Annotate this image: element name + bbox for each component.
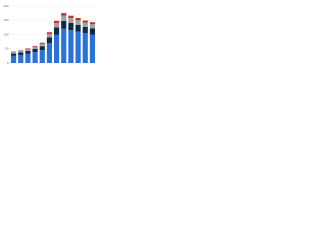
bar-segment [75, 24, 81, 32]
bar-segment [39, 42, 45, 44]
bar-segment [68, 22, 74, 31]
bar-segment [61, 13, 67, 16]
bar-segment [61, 15, 67, 21]
bar-segment [11, 53, 17, 56]
bar-segment [18, 50, 24, 52]
bar-segment [46, 32, 52, 34]
bar-segment [75, 20, 81, 25]
bar-segment [75, 17, 81, 21]
bar-segment [54, 20, 60, 24]
bar-segment [68, 15, 74, 18]
bar-segment [25, 49, 31, 52]
bar-segment [32, 52, 38, 63]
bar-segment [18, 52, 24, 56]
bar-segment [61, 28, 67, 63]
bar-segment [89, 22, 95, 25]
bar-segment [68, 17, 74, 23]
bar-segment [46, 37, 52, 44]
bar-segment [82, 22, 88, 27]
bar-segment [82, 33, 88, 63]
bar-segment [75, 31, 81, 63]
bar-segment [32, 48, 38, 53]
bar-segment [39, 46, 45, 51]
bar-segment [25, 51, 31, 54]
bar-segment [54, 23, 60, 28]
bar-segment [46, 43, 52, 63]
bar-segment [68, 30, 74, 64]
bar-segment [89, 28, 95, 35]
bar-segment [32, 45, 38, 47]
bar-segment [61, 20, 67, 29]
y-tick-label: 150 [3, 18, 8, 22]
bar-segment [32, 46, 38, 49]
y-tick-label: 200 [3, 4, 8, 8]
bar-segment [25, 53, 31, 63]
bar-segment [89, 34, 95, 63]
bar-segment [39, 50, 45, 63]
bar-segment [11, 51, 17, 53]
bar-segment [11, 55, 17, 63]
bar-segment [18, 51, 24, 53]
bar-segment [89, 24, 95, 29]
y-tick-label: 100 [3, 32, 8, 36]
bar-segment [25, 48, 31, 50]
y-tick-label: 50 [5, 47, 9, 51]
bar-segment [82, 26, 88, 34]
chart: 0 50 100 150 200 [3, 4, 96, 65]
bar-segment [54, 27, 60, 35]
bar-segment [39, 43, 45, 47]
y-tick-label: 0 [7, 61, 9, 65]
bar-segment [54, 34, 60, 63]
bar-segment [82, 20, 88, 23]
bar-segment [11, 52, 17, 54]
bar-segment [18, 55, 24, 63]
bar-segment [46, 33, 52, 38]
